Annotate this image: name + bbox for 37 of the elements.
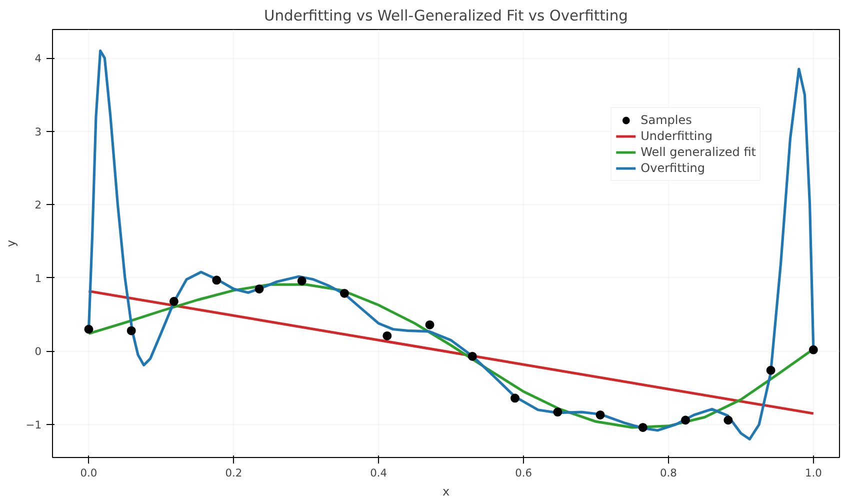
point: [766, 366, 776, 375]
point: [254, 284, 264, 294]
legend-label: Well generalized fit: [640, 144, 756, 160]
point: [126, 326, 136, 336]
point: [510, 394, 520, 403]
point: [169, 296, 178, 306]
point: [808, 345, 818, 354]
x-tick-label: 0.6: [515, 466, 532, 480]
x-tick-label: 0.0: [80, 466, 98, 480]
y-tick-label: 1: [34, 272, 42, 285]
point: [468, 352, 477, 361]
point: [724, 416, 733, 425]
x-tick-label: 1.0: [804, 466, 822, 480]
point: [553, 408, 562, 417]
point: [681, 416, 690, 425]
point: [425, 320, 434, 330]
point: [382, 331, 392, 340]
x-tick-label: 0.2: [225, 466, 242, 480]
y-tick-label: −1: [26, 418, 42, 432]
y-tick-label: 4: [34, 52, 42, 66]
point: [340, 288, 349, 298]
x-tick-label: 0.4: [370, 466, 388, 480]
y-tick-label: 2: [34, 198, 42, 212]
y-axis-title: y: [4, 240, 18, 248]
chart-title: Underfitting vs Well-Generalized Fit vs Overfitting: [264, 8, 628, 24]
legend-label: Underfitting: [640, 128, 712, 144]
point: [638, 422, 648, 432]
legend-label: Samples: [640, 112, 692, 128]
y-tick-label: 0: [34, 345, 42, 358]
legend-label: Overfitting: [640, 160, 706, 176]
point: [84, 324, 94, 334]
point: [297, 276, 306, 286]
y-tick-label: 3: [34, 125, 42, 138]
point: [596, 410, 605, 420]
x-axis-title: x: [442, 484, 450, 498]
point: [212, 276, 222, 285]
x-tick-label: 0.8: [660, 466, 678, 480]
